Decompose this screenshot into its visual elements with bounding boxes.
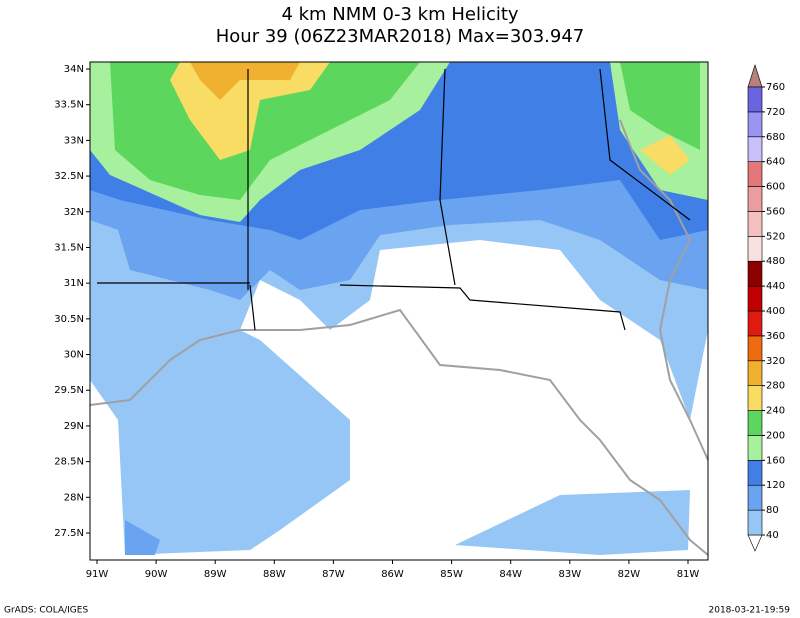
lon-label: 91W	[86, 569, 109, 580]
colorbar-segment	[747, 161, 763, 187]
map-frame	[89, 61, 709, 561]
colorbar-segment	[747, 410, 763, 436]
colorbar-segment	[747, 236, 763, 262]
title-line: 4 km NMM 0-3 km Helicity	[281, 4, 518, 25]
lon-label: 82W	[618, 569, 641, 580]
colorbar-segment	[747, 186, 763, 212]
lat-label: 31N	[64, 278, 84, 289]
lat-label: 28N	[64, 492, 84, 503]
colorbar-label: 280	[766, 381, 785, 392]
coastline	[89, 119, 709, 556]
colorbar-label: 480	[766, 256, 785, 267]
lat-label: 33.5N	[54, 100, 84, 111]
colorbar-segment	[747, 335, 763, 362]
footer-right: 2018-03-21-19:59	[709, 606, 791, 616]
colorbar-segment	[747, 211, 763, 237]
colorbar-segment	[747, 86, 763, 113]
colorbar-label: 640	[766, 157, 785, 168]
lat-label: 31.5N	[54, 242, 84, 253]
colorbar-label: 720	[766, 107, 785, 118]
axis-labels: 34N 33.5N 33N 32.5N 32N 31.5N 31N 30.5N 30N 29.5N…	[54, 64, 699, 580]
field-240	[170, 62, 690, 175]
colorbar: 40 80 120 160 200 240 280 320 360 400 440 480 520 560…	[747, 64, 785, 552]
map	[89, 61, 709, 561]
colorbar-above	[747, 64, 763, 88]
lon-label: 89W	[204, 569, 227, 580]
colorbar-label: 80	[766, 505, 779, 516]
colorbar-label: 160	[766, 455, 785, 466]
colorbar-label: 120	[766, 480, 785, 491]
lat-label: 30N	[64, 350, 84, 361]
lon-label: 81W	[677, 569, 700, 580]
lon-label: 83W	[558, 569, 581, 580]
colorbar-label: 520	[766, 231, 785, 242]
lat-label: 29.5N	[54, 385, 84, 396]
colorbar-segment	[747, 484, 763, 511]
colorbar-label: 560	[766, 206, 785, 217]
title-line: Hour 39 (06Z23MAR2018) Max=303.947	[216, 26, 585, 47]
lon-label: 84W	[499, 569, 522, 580]
field-280	[190, 62, 300, 100]
lon-label: 85W	[440, 569, 463, 580]
lat-label: 33N	[64, 135, 84, 146]
colorbar-label: 440	[766, 281, 785, 292]
lat-label: 29N	[64, 421, 84, 432]
lat-label: 28.5N	[54, 457, 84, 468]
borders	[97, 68, 691, 331]
lon-label: 90W	[145, 569, 168, 580]
lat-label: 32N	[64, 207, 84, 218]
lon-label: 88W	[263, 569, 286, 580]
colorbar-segment	[747, 285, 763, 312]
lon-label: 86W	[381, 569, 404, 580]
colorbar-label: 760	[766, 82, 785, 93]
colorbar-label: 200	[766, 430, 785, 441]
colorbar-label: 320	[766, 356, 785, 367]
colorbar-segment	[747, 360, 763, 386]
colorbar-segment	[747, 260, 763, 287]
colorbar-below	[747, 534, 763, 552]
colorbar-label: 40	[766, 530, 779, 541]
colorbar-segment	[747, 509, 763, 536]
colorbar-segment	[747, 385, 763, 411]
colorbar-segment	[747, 111, 763, 138]
footer-left: GrADS: COLA/IGES	[4, 606, 88, 616]
lat-label: 30.5N	[54, 314, 84, 325]
colorbar-segment	[747, 435, 763, 461]
colorbar-segment	[747, 136, 763, 162]
colorbar-label: 400	[766, 306, 785, 317]
colorbar-label: 240	[766, 406, 785, 417]
lat-label: 32.5N	[54, 171, 84, 182]
colorbar-label: 360	[766, 331, 785, 342]
colorbar-segment	[747, 310, 763, 337]
lon-label: 87W	[322, 569, 345, 580]
colorbar-label: 600	[766, 182, 785, 193]
lat-label: 27.5N	[54, 528, 84, 539]
lat-label: 34N	[64, 64, 84, 75]
colorbar-label: 680	[766, 132, 785, 143]
colorbar-segment	[747, 460, 763, 486]
